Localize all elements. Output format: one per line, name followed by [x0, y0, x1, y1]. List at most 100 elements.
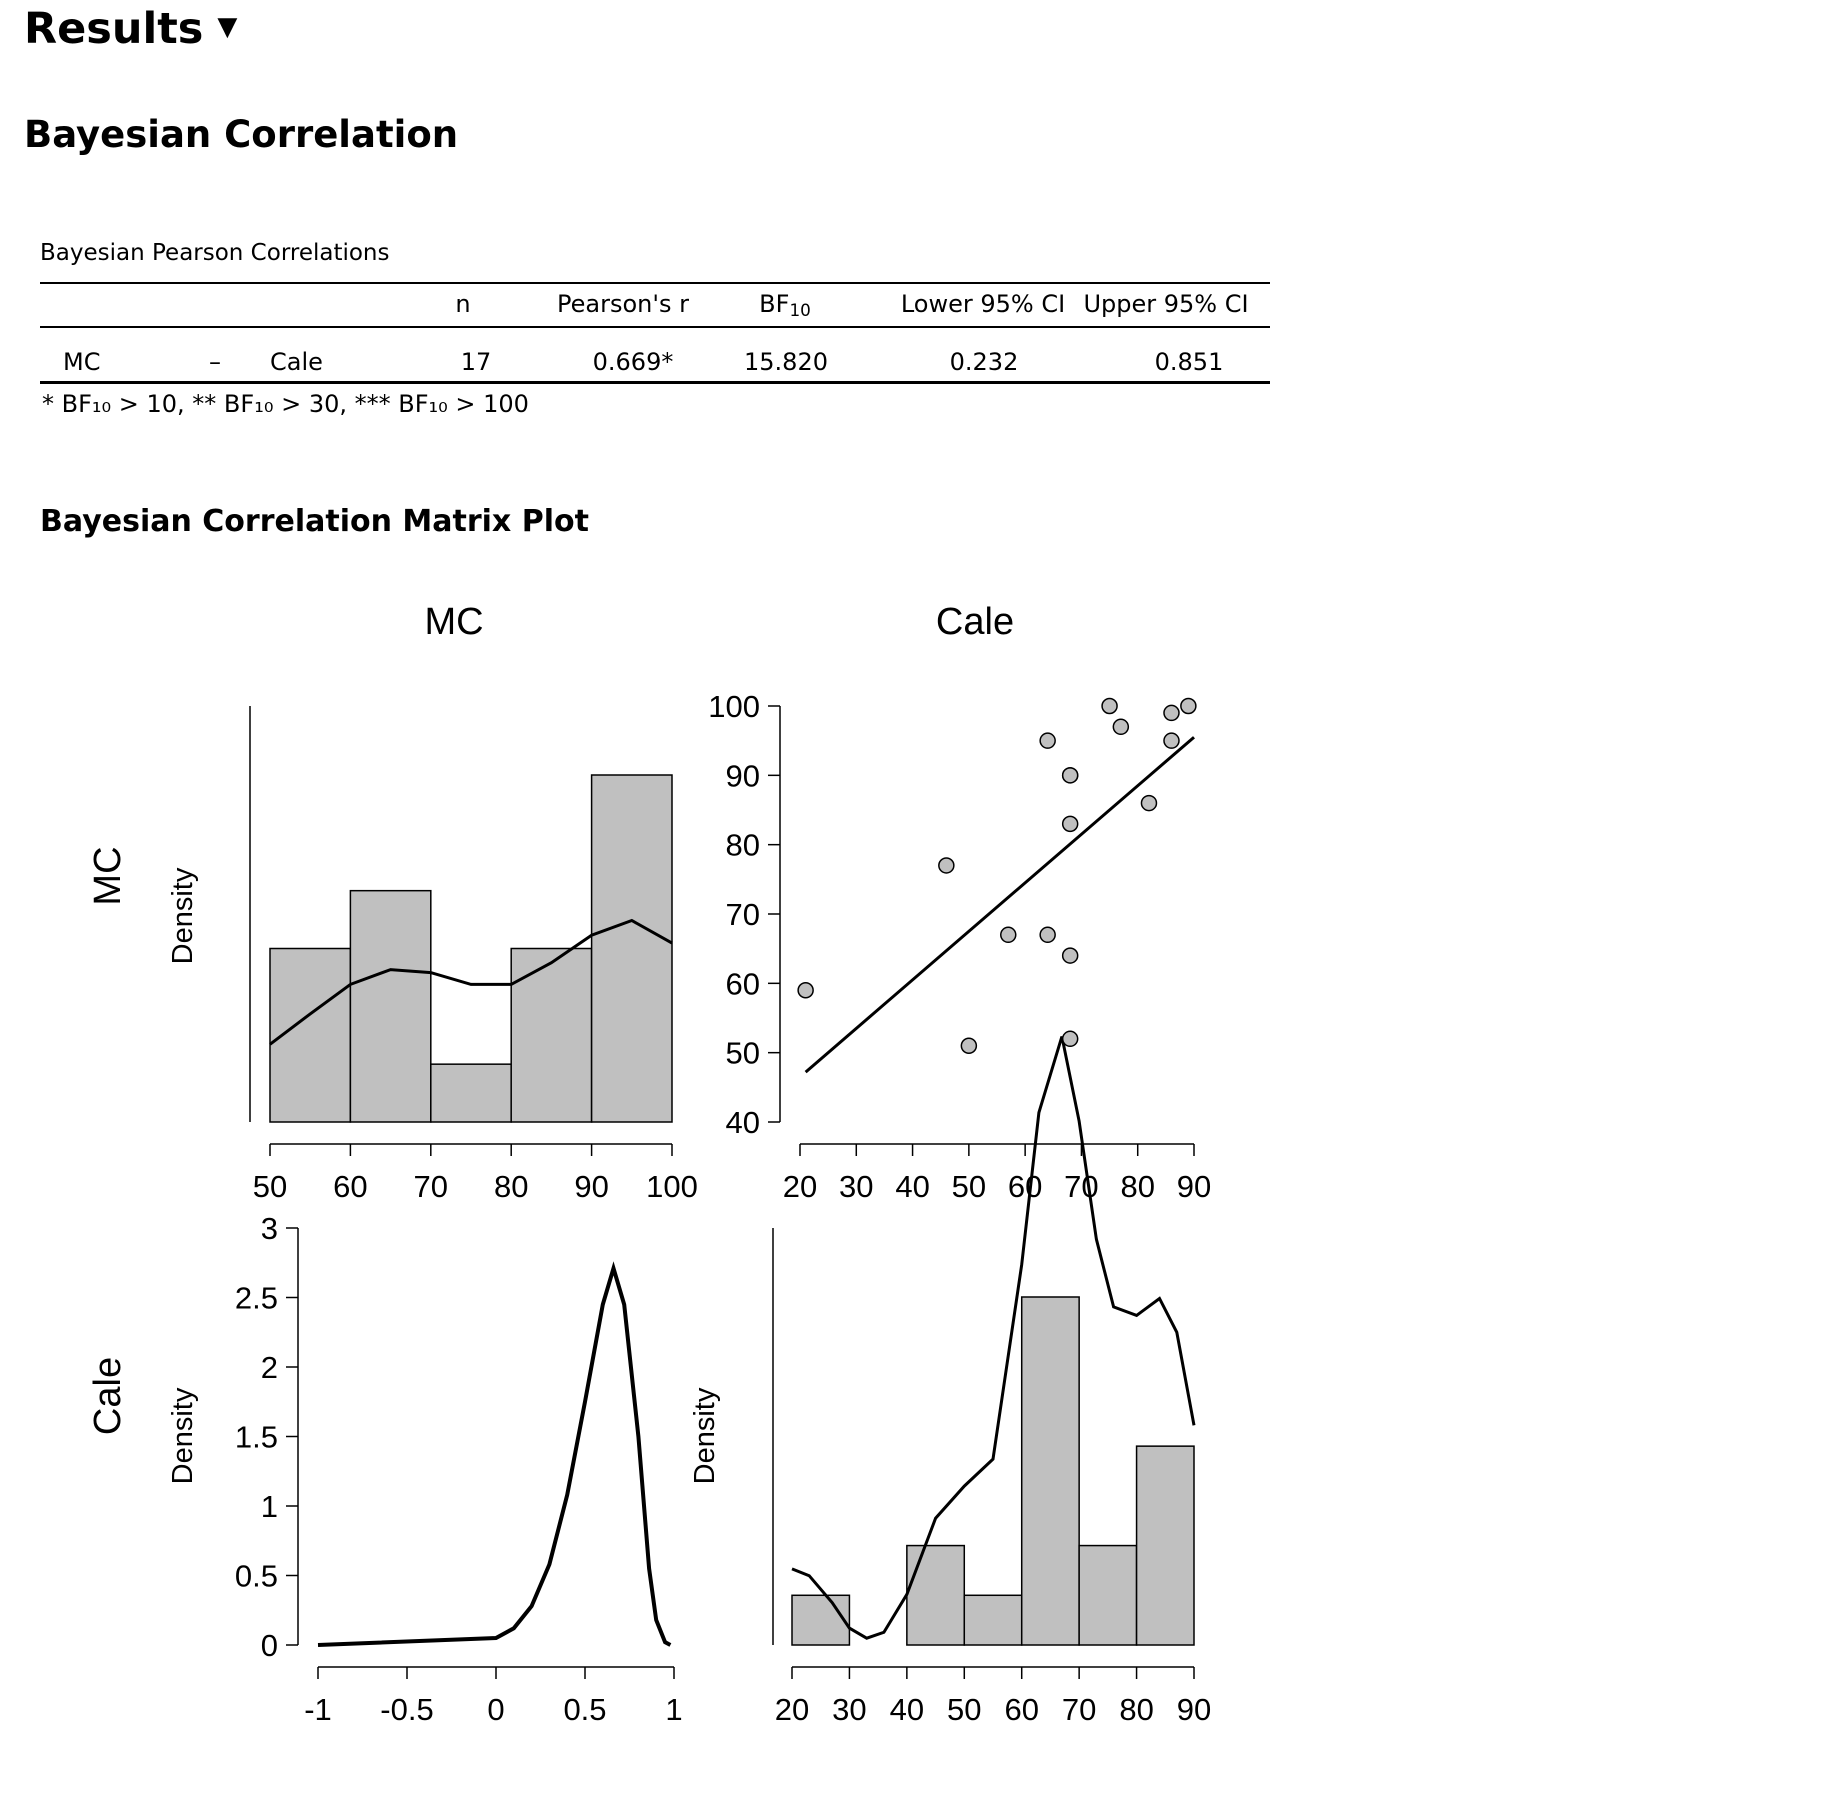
posterior-y-tick-label: 0	[261, 1628, 278, 1663]
col-header-pearson: Pearson's r	[557, 290, 689, 318]
row-label-mc: MC	[87, 846, 129, 905]
mc-hist-x-tick-label: 60	[333, 1169, 367, 1204]
scatter-point	[1163, 732, 1180, 749]
scatter-point	[938, 857, 955, 874]
cale-hist-bar	[963, 1594, 1023, 1646]
cale-hist-bar	[1135, 1445, 1195, 1646]
scatter-regression-line	[804, 736, 1195, 1074]
mc-hist-x-tick-label: 50	[253, 1169, 287, 1204]
scatter-x-tick-label: 70	[1064, 1169, 1098, 1204]
results-label: Results	[24, 4, 204, 54]
scatter-y-tick-label: 50	[726, 1036, 760, 1071]
cale-hist-bar	[1078, 1544, 1138, 1646]
posterior-x-tick-label: 0	[487, 1692, 504, 1727]
scatter-y-tick-label: 40	[726, 1105, 760, 1140]
table-header-rule	[40, 326, 1270, 328]
bf-subscript: 10	[789, 300, 811, 320]
mc-hist-bar	[510, 947, 593, 1123]
cale-hist-x-tick-label: 30	[832, 1692, 866, 1727]
posterior-x-tick-label: -0.5	[380, 1692, 433, 1727]
posterior-x-tick-label: -1	[304, 1692, 332, 1727]
scatter-y-tick-label: 60	[726, 966, 760, 1001]
posterior-y-tick-label: 1.5	[235, 1420, 278, 1455]
table-title: Bayesian Pearson Correlations	[40, 240, 390, 266]
table-top-rule	[40, 282, 1270, 284]
scatter-point	[797, 982, 814, 999]
col-header-upper: Upper 95% CI	[1083, 290, 1249, 318]
posterior-density-line	[317, 1261, 672, 1647]
scatter-x-tick-label: 40	[895, 1169, 929, 1204]
scatter-y-tick-label: 80	[726, 828, 760, 863]
posterior-y-tick-label: 2.5	[235, 1281, 278, 1316]
scatter-x-tick-label: 60	[1008, 1169, 1042, 1204]
scatter-x-tick-label: 20	[783, 1169, 817, 1204]
scatter-x-tick-label: 50	[952, 1169, 986, 1204]
mc-hist-bar	[430, 1063, 512, 1123]
posterior-x-tick-label: 0.5	[563, 1692, 606, 1727]
col-header-bf: BF10	[759, 290, 811, 320]
scatter-point	[1000, 926, 1017, 944]
scatter-point	[1061, 947, 1079, 964]
row-n: 17	[460, 348, 492, 376]
results-header[interactable]: Results ▼	[24, 4, 237, 54]
caret-down-icon[interactable]: ▼	[217, 12, 238, 42]
scatter-y-tick-label: 70	[726, 897, 760, 932]
posterior-x-tick-label: 1	[665, 1692, 682, 1727]
mc-hist-x-tick-label: 100	[646, 1169, 698, 1204]
scatter-y-tick-label: 100	[708, 689, 760, 724]
cale-hist-x-tick-label: 20	[775, 1692, 809, 1727]
row-var1: MC	[63, 348, 101, 376]
col-label-cale: Cale	[936, 601, 1014, 643]
scatter-point	[1039, 732, 1056, 749]
row-label-cale: Cale	[87, 1357, 129, 1435]
mc-hist-x-tick-label: 90	[574, 1169, 608, 1204]
cale-hist-bar	[791, 1594, 851, 1646]
row-bf: 15.820	[744, 348, 828, 376]
row-dash: –	[209, 348, 221, 376]
cale-hist-density-line	[791, 1036, 1196, 1640]
cale-hist-bar	[1020, 1296, 1080, 1646]
row-upper: 0.851	[1154, 348, 1224, 376]
mc-hist-bar	[590, 774, 673, 1123]
cale-hist-x-tick-label: 40	[890, 1692, 924, 1727]
posterior-y-tick-label: 1	[261, 1489, 278, 1524]
scatter-point	[1163, 704, 1180, 722]
scatter-x-tick-label: 80	[1120, 1169, 1154, 1204]
scatter-point	[1101, 697, 1118, 715]
table-bottom-rule	[40, 381, 1270, 384]
mc-hist-ylabel: Density	[167, 867, 199, 964]
mc-hist-x-tick-label: 70	[414, 1169, 448, 1204]
posterior-y-tick-label: 3	[261, 1211, 278, 1246]
mc-hist-x-tick-label: 80	[494, 1169, 528, 1204]
scatter-point	[1061, 767, 1079, 784]
scatter-point	[1061, 815, 1079, 833]
mc-hist-bar	[349, 889, 432, 1123]
mc-hist-density-line	[269, 918, 673, 1046]
row-pearson: 0.669*	[592, 348, 674, 376]
scatter-x-tick-label: 30	[839, 1169, 873, 1204]
scatter-point	[1061, 1030, 1079, 1048]
col-header-lower: Lower 95% CI	[900, 290, 1066, 318]
cale-hist-x-tick-label: 90	[1177, 1692, 1211, 1727]
posterior-y-tick-label: 0.5	[235, 1559, 278, 1594]
scatter-x-tick-label: 90	[1177, 1169, 1211, 1204]
scatter-y-tick-label: 90	[726, 758, 760, 793]
bf-label: BF	[759, 290, 790, 318]
cale-hist-x-tick-label: 80	[1119, 1692, 1153, 1727]
cale-hist-x-tick-label: 60	[1004, 1692, 1038, 1727]
scatter-point	[1039, 926, 1056, 944]
col-header-n: n	[455, 290, 471, 318]
posterior-ylabel: Density	[167, 1387, 199, 1484]
cale-hist-bar	[906, 1544, 966, 1646]
scatter-point	[1140, 794, 1158, 812]
row-var2: Cale	[270, 348, 323, 376]
scatter-point	[1180, 697, 1197, 715]
scatter-point	[1112, 718, 1130, 736]
row-lower: 0.232	[949, 348, 1019, 376]
cale-hist-ylabel: Density	[689, 1387, 721, 1484]
matrix-plot-title: Bayesian Correlation Matrix Plot	[40, 504, 589, 539]
cale-hist-x-tick-label: 70	[1062, 1692, 1096, 1727]
section-title: Bayesian Correlation	[24, 113, 459, 156]
table-footnote: * BF₁₀ > 10, ** BF₁₀ > 30, *** BF₁₀ > 10…	[42, 390, 529, 418]
